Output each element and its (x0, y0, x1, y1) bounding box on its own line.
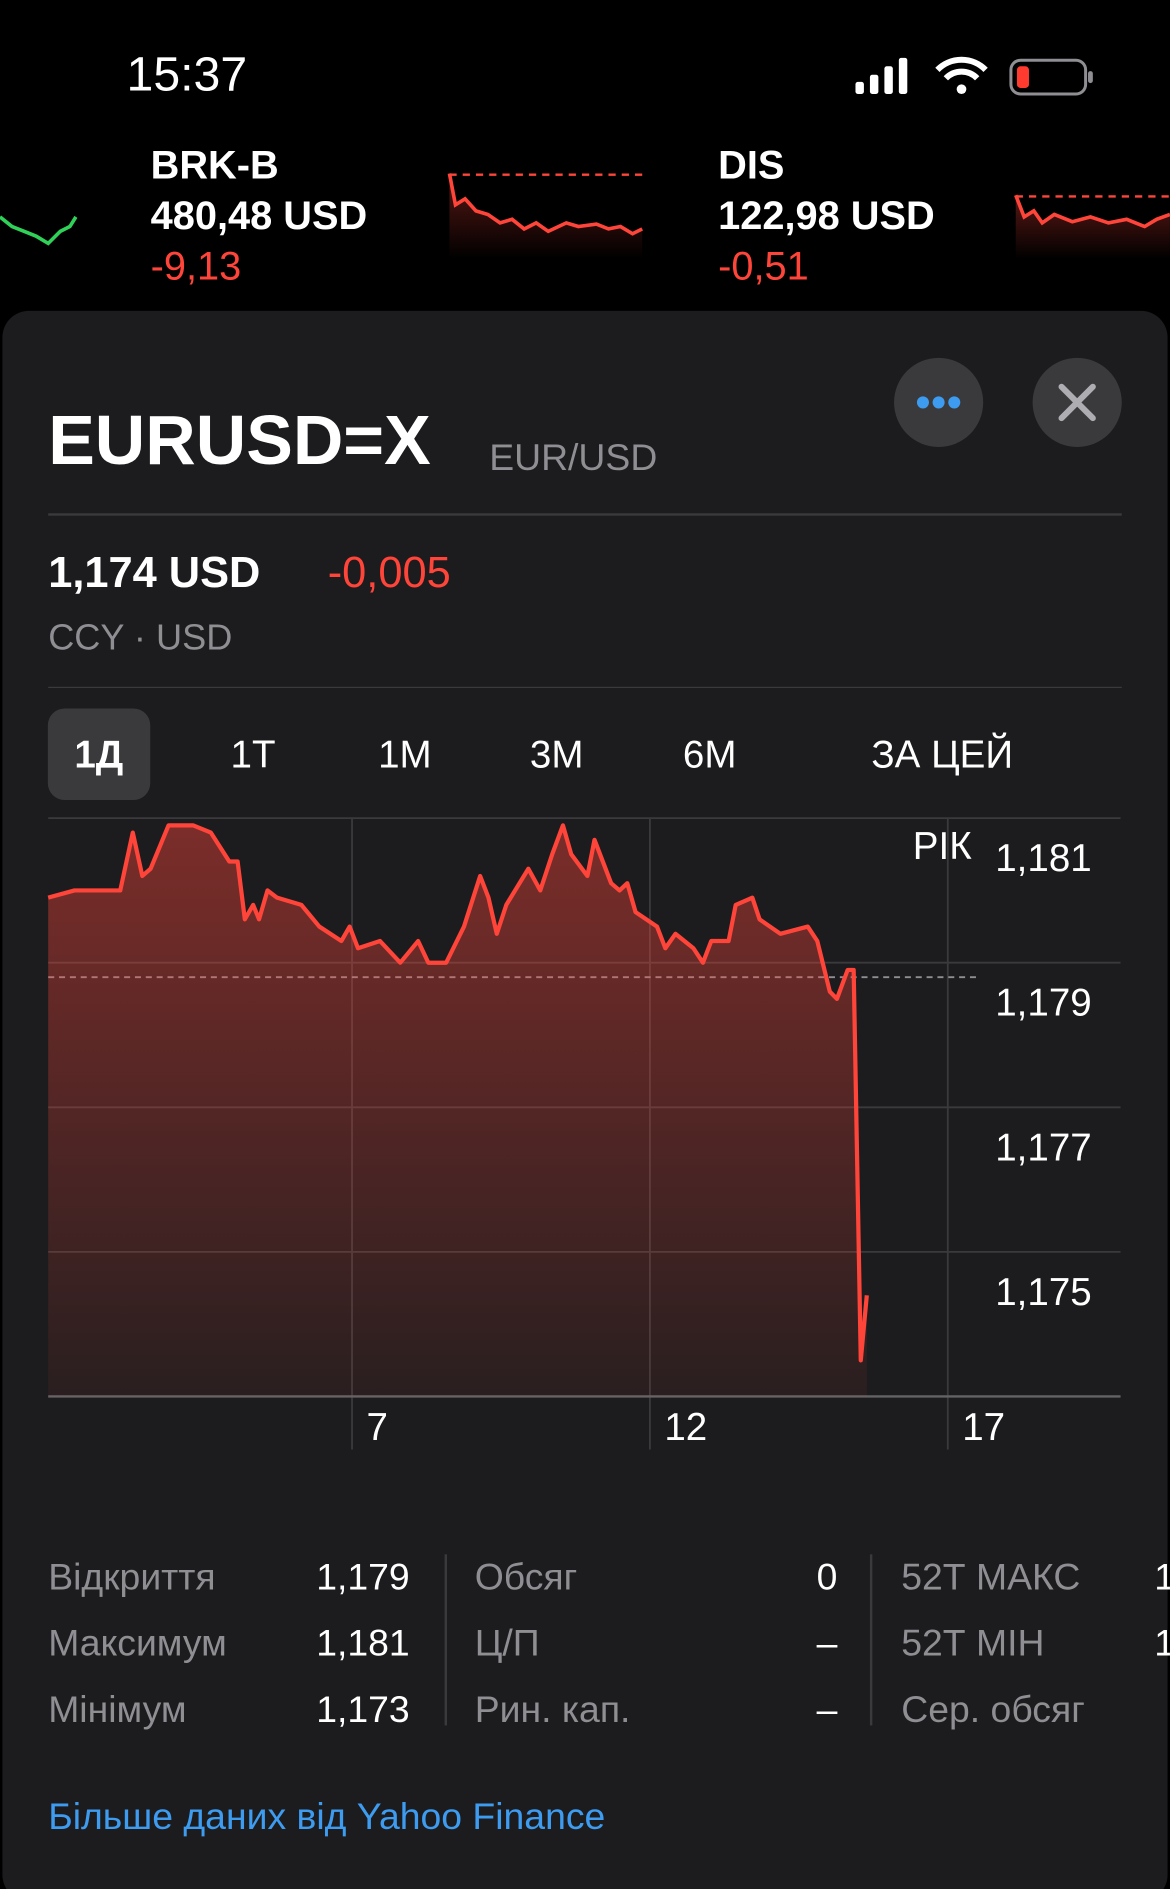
close-button[interactable] (1032, 357, 1122, 448)
symbol-title: EURUSD=X (48, 401, 431, 480)
stat-value: – (816, 1621, 838, 1664)
stat-value: 1,181 (316, 1621, 410, 1664)
y-tick-label: 1,177 (995, 1126, 1091, 1169)
range-button[interactable]: 1Д (47, 708, 150, 801)
ticker-symbol[interactable]: BRK-B (150, 142, 279, 187)
quote-change: -0,005 (327, 547, 451, 597)
stat-value: 1,179 (316, 1555, 410, 1598)
more-button[interactable] (894, 357, 984, 448)
range-button[interactable]: 1М (378, 732, 432, 776)
yahoo-link[interactable]: Більше даних від Yahoo Finance (48, 1795, 606, 1838)
range-button[interactable]: ЗА ЦЕЙ РІК (871, 732, 1014, 868)
close-icon (1058, 383, 1096, 422)
stat-label: Мінімум (48, 1688, 187, 1731)
exchange: CCY · USD (48, 618, 233, 658)
stat-label: Ц/П (474, 1621, 540, 1664)
range-button[interactable]: 6М (682, 732, 737, 776)
divider (48, 513, 1122, 516)
divider (48, 686, 1122, 688)
range-button[interactable]: 3М (529, 732, 584, 776)
x-tick-label: 12 (664, 1406, 707, 1449)
ticker-price: 122,98 USD (718, 192, 935, 238)
price-area (48, 825, 867, 1397)
symbol-name: EUR/USD (489, 436, 658, 479)
stat-label: Максимум (48, 1621, 227, 1664)
stat-label: Відкриття (48, 1555, 216, 1598)
status-icons (855, 56, 1093, 96)
status-time: 15:37 (126, 48, 248, 102)
stat-label: Обсяг (474, 1555, 578, 1598)
stat-value: – (816, 1688, 838, 1731)
ticker-price: 480,48 USD (150, 192, 368, 238)
divider (869, 1554, 873, 1726)
x-tick-label: 17 (962, 1406, 1005, 1449)
divider (444, 1554, 448, 1726)
stat-value: 0 (816, 1555, 838, 1598)
ticker-change: -0,51 (718, 243, 809, 288)
y-tick-label: 1,181 (995, 837, 1091, 880)
y-tick-label: 1,179 (995, 982, 1091, 1025)
more-icon (916, 396, 961, 409)
y-tick-label: 1,175 (995, 1271, 1091, 1314)
stat-value: 1 (1154, 1556, 1170, 1599)
stat-label: Сер. обсяг (901, 1688, 1085, 1731)
price-line (47, 823, 869, 1363)
range-button[interactable]: 1Т (230, 732, 276, 776)
stat-value: 1 (1154, 1622, 1170, 1665)
ticker-symbol[interactable]: DIS (718, 142, 785, 187)
x-tick-label: 7 (366, 1406, 387, 1449)
stat-label: 52Т МІН (901, 1621, 1045, 1664)
quote-price: 1,174 USD (48, 547, 261, 597)
stat-label: Рин. кап. (474, 1688, 631, 1731)
ticker-change: -9,13 (150, 243, 242, 288)
stat-label: 52Т МАКС (901, 1555, 1081, 1598)
ticker-sparklines (0, 173, 1170, 260)
stat-value: 1,173 (316, 1688, 410, 1731)
